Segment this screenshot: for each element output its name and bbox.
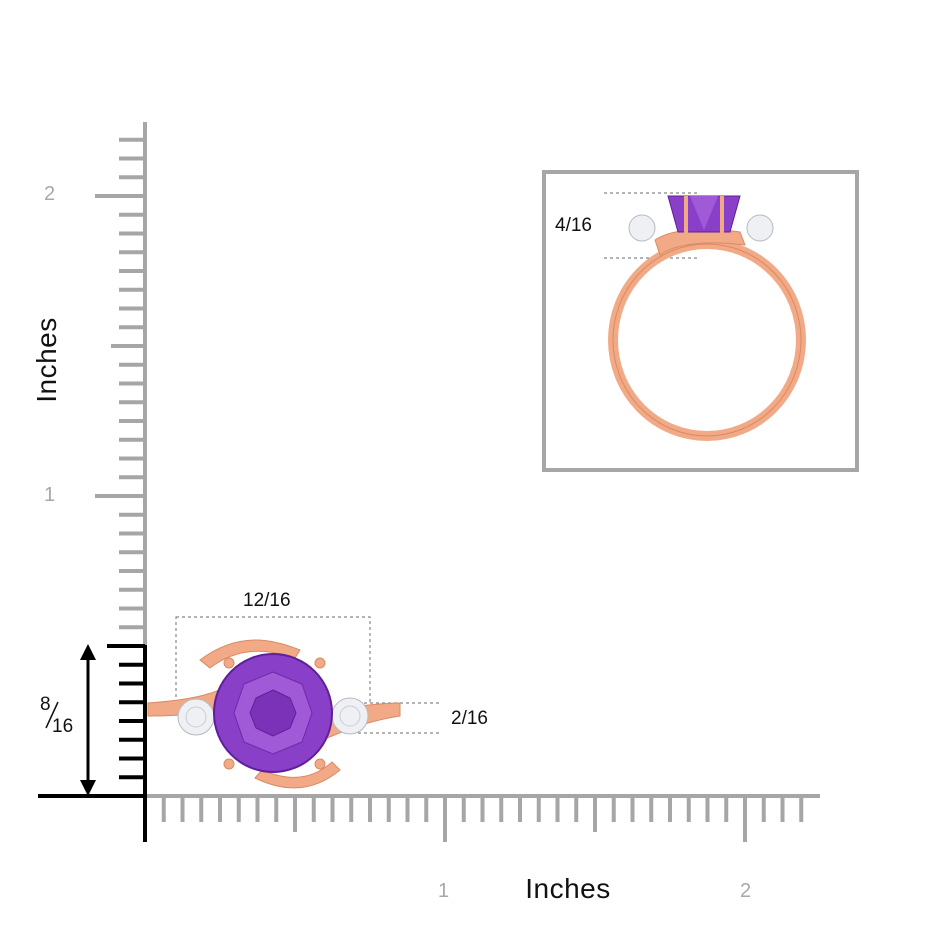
height-denominator: 16 xyxy=(52,716,74,737)
y-tick-label-2: 2 xyxy=(44,183,56,205)
x-tick-label-2: 2 xyxy=(740,880,752,902)
height-numerator: 8 xyxy=(40,694,51,715)
prong-gap-label: 2/16 xyxy=(451,708,488,729)
width-label: 12/16 xyxy=(243,590,291,611)
fraction-slash xyxy=(45,701,59,729)
x-tick-label-1: 1 xyxy=(438,880,450,902)
side-height-label: 4/16 xyxy=(555,215,592,236)
height-arrow xyxy=(80,644,96,796)
width-dashed-box xyxy=(175,616,371,716)
y-tick-label-1: 1 xyxy=(44,484,56,506)
ring-side-view xyxy=(608,195,806,441)
x-axis-title: Inches xyxy=(525,873,611,904)
y-axis-title: Inches xyxy=(31,317,62,403)
horizontal-ruler xyxy=(145,794,820,842)
height-ticks xyxy=(107,644,145,780)
ring-top-view xyxy=(147,639,401,789)
vertical-ruler xyxy=(95,122,147,645)
